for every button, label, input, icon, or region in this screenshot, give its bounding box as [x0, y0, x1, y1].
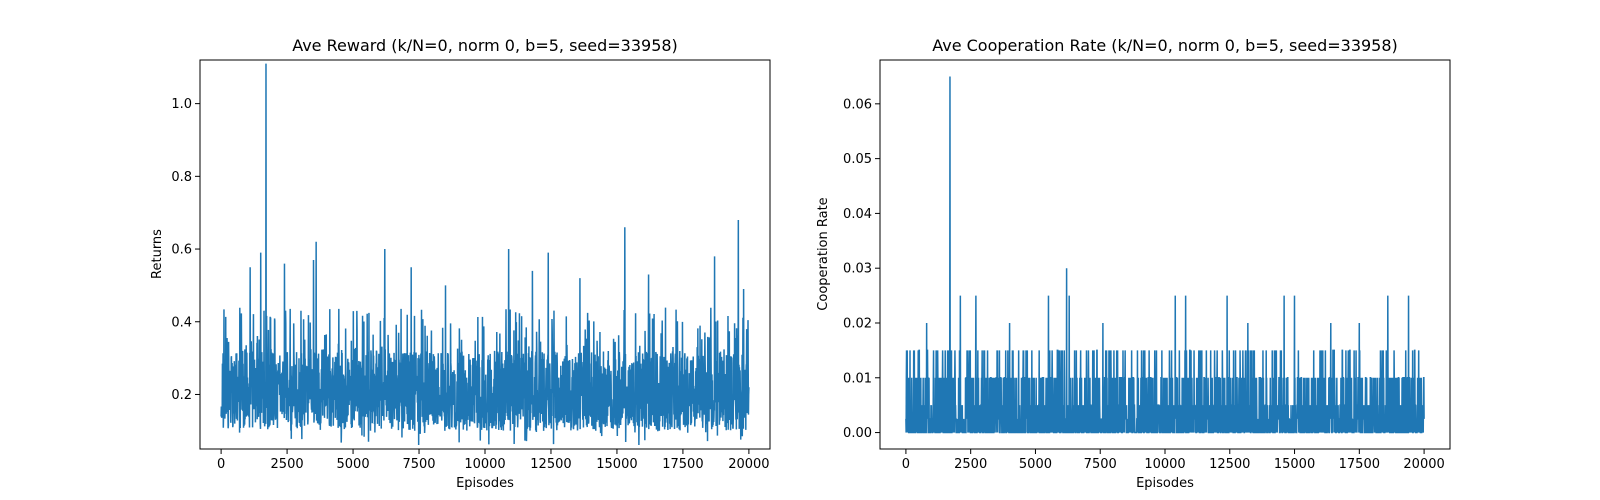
reward-x-tick-label: 2500 [271, 457, 304, 472]
reward-y-tick-label: 0.2 [171, 388, 192, 403]
reward-x-tick-label: 12500 [530, 457, 571, 472]
cooperation-x-tick-label: 12500 [1209, 457, 1250, 472]
reward-y-axis-label: Returns [150, 229, 165, 279]
cooperation-y-axis-label: Cooperation Rate [816, 197, 831, 310]
reward-y-tick-label: 1.0 [171, 97, 192, 112]
cooperation-x-tick-label: 0 [902, 457, 910, 472]
reward-y-tick-label: 0.4 [171, 315, 192, 330]
reward-y-tick-label: 0.6 [171, 243, 192, 258]
cooperation-line-series [905, 76, 1425, 434]
cooperation-x-tick-label: 10000 [1144, 457, 1185, 472]
cooperation-x-tick-label: 5000 [1019, 457, 1052, 472]
reward-y-ticks: 0.2 0.4 0.6 0.8 1.0 [171, 97, 200, 403]
reward-x-tick-label: 7500 [402, 457, 435, 472]
cooperation-x-tick-label: 15000 [1274, 457, 1315, 472]
cooperation-chart: 0 2500 5000 7500 10000 12500 15000 17500 20000 0… [816, 36, 1451, 491]
cooperation-x-axis-label: Episodes [1136, 476, 1194, 491]
cooperation-y-tick-label: 0.04 [843, 207, 872, 222]
reward-line-series [220, 63, 750, 446]
cooperation-data-line [905, 76, 1425, 434]
reward-x-tick-label: 17500 [662, 457, 703, 472]
cooperation-x-tick-label: 2500 [954, 457, 987, 472]
cooperation-y-tick-label: 0.06 [843, 97, 872, 112]
reward-x-tick-label: 0 [217, 457, 225, 472]
cooperation-y-tick-label: 0.01 [843, 371, 872, 386]
cooperation-x-tick-label: 7500 [1084, 457, 1117, 472]
reward-chart-title: Ave Reward (k/N=0, norm 0, b=5, seed=339… [292, 36, 678, 55]
cooperation-y-tick-label: 0.00 [843, 426, 872, 441]
cooperation-y-ticks: 0.00 0.01 0.02 0.03 0.04 0.05 0.06 [843, 97, 880, 441]
reward-y-tick-label: 0.8 [171, 170, 192, 185]
reward-x-tick-label: 5000 [337, 457, 370, 472]
cooperation-y-tick-label: 0.03 [843, 262, 872, 277]
cooperation-x-ticks: 0 2500 5000 7500 10000 12500 15000 17500 20000 [902, 449, 1445, 472]
cooperation-y-tick-label: 0.02 [843, 316, 872, 331]
reward-data-line [220, 63, 750, 446]
reward-x-tick-label: 10000 [464, 457, 505, 472]
cooperation-chart-title: Ave Cooperation Rate (k/N=0, norm 0, b=5… [932, 36, 1398, 55]
reward-x-tick-label: 20000 [728, 457, 769, 472]
cooperation-y-tick-label: 0.05 [843, 152, 872, 167]
cooperation-x-tick-label: 17500 [1339, 457, 1380, 472]
reward-x-tick-label: 15000 [596, 457, 637, 472]
reward-chart: 0 2500 5000 7500 10000 12500 15000 17500 20000 0… [150, 36, 771, 491]
reward-x-ticks: 0 2500 5000 7500 10000 12500 15000 17500 20000 [217, 449, 770, 472]
reward-x-axis-label: Episodes [456, 476, 514, 491]
cooperation-x-tick-label: 20000 [1403, 457, 1444, 472]
